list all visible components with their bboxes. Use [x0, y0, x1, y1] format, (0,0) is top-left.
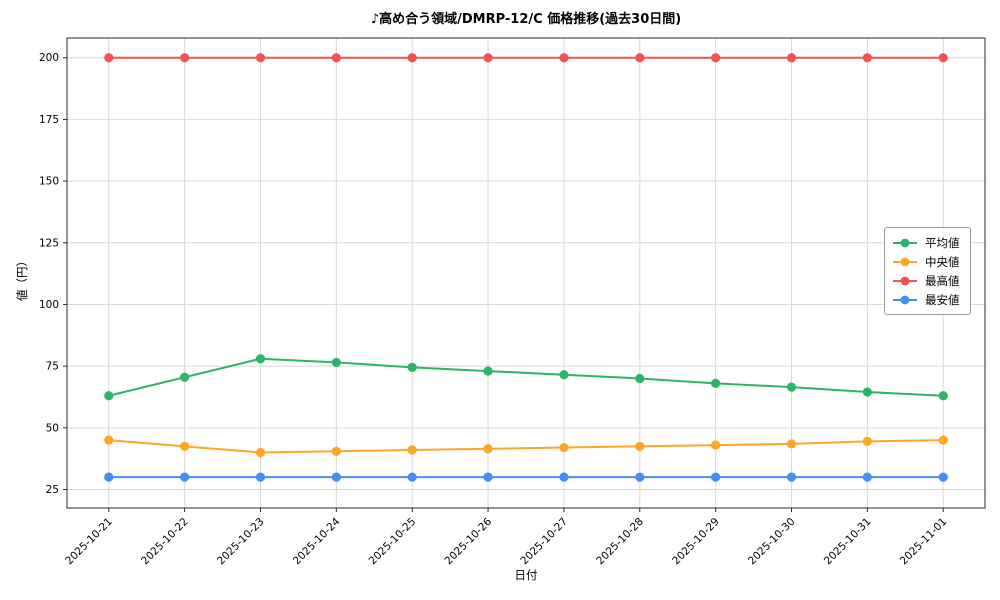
series-min — [104, 472, 948, 482]
legend-label-min: 最安値 — [925, 292, 960, 307]
legend: 平均値中央値最高値最安値 — [884, 227, 971, 315]
svg-text:100: 100 — [39, 299, 59, 311]
svg-text:2025-10-23: 2025-10-23 — [215, 516, 267, 568]
svg-text:200: 200 — [39, 52, 59, 64]
svg-text:2025-10-28: 2025-10-28 — [594, 516, 646, 568]
legend-swatch-average — [893, 238, 917, 247]
svg-text:25: 25 — [46, 484, 59, 496]
x-tick-labels: 2025-10-21 2025-10-22 2025-10-23 2025-10-24… — [63, 508, 949, 567]
y-axis-label: 値（円） — [15, 255, 29, 301]
svg-text:2025-10-30: 2025-10-30 — [746, 516, 798, 568]
svg-text:2025-10-27: 2025-10-27 — [518, 516, 570, 568]
legend-item-min: 最安値 — [892, 290, 960, 309]
series-median — [104, 435, 948, 458]
svg-text:2025-10-24: 2025-10-24 — [291, 515, 343, 567]
x-axis-label: 日付 — [514, 568, 538, 582]
legend-item-average: 平均値 — [892, 233, 960, 252]
legend-item-median: 中央値 — [892, 252, 960, 271]
svg-text:175: 175 — [39, 114, 59, 126]
legend-swatch-max — [893, 276, 917, 285]
legend-label-max: 最高値 — [925, 273, 960, 288]
plot-border — [66, 37, 986, 509]
svg-text:2025-10-25: 2025-10-25 — [367, 516, 419, 568]
chart-title: ♪高め合う領域/DMRP-12/C 価格推移(過去30日間) — [370, 12, 682, 27]
svg-text:2025-10-31: 2025-10-31 — [822, 516, 874, 568]
legend-swatch-min — [893, 295, 917, 304]
series-average — [104, 354, 948, 401]
svg-text:75: 75 — [46, 361, 59, 373]
svg-text:2025-10-29: 2025-10-29 — [670, 516, 722, 568]
svg-text:125: 125 — [39, 237, 59, 249]
gridlines — [67, 38, 985, 508]
legend-label-average: 平均値 — [925, 235, 960, 250]
svg-text:150: 150 — [39, 176, 59, 188]
legend-swatch-median — [893, 257, 917, 266]
svg-text:2025-10-22: 2025-10-22 — [139, 516, 191, 568]
svg-text:50: 50 — [46, 422, 59, 434]
y-tick-labels: 25 50 75 100 125 150 175 200 — [39, 52, 67, 496]
svg-text:2025-10-21: 2025-10-21 — [63, 516, 115, 568]
svg-text:2025-10-26: 2025-10-26 — [443, 515, 495, 567]
svg-text:2025-11-01: 2025-11-01 — [898, 516, 950, 568]
series-max — [104, 53, 948, 63]
legend-item-max: 最高値 — [892, 271, 960, 290]
legend-label-median: 中央値 — [925, 254, 960, 269]
